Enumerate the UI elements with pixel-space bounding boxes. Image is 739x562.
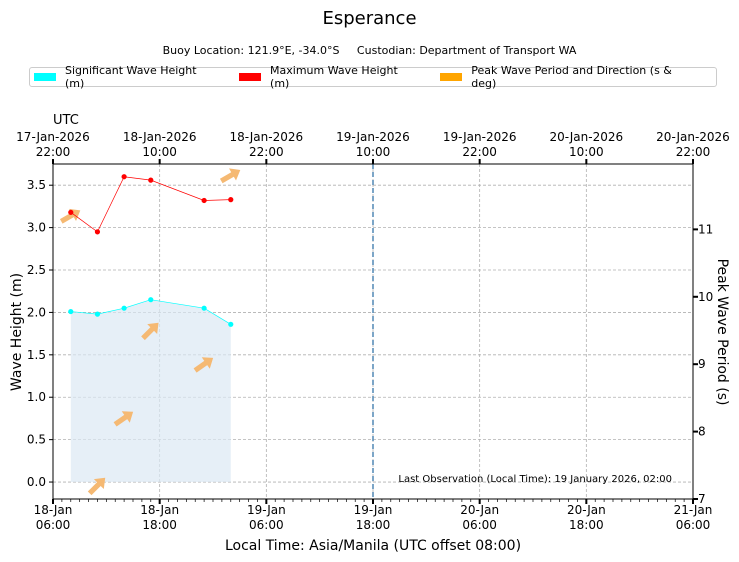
last-observation-annotation: Last Observation (Local Time): 19 Januar…	[398, 474, 672, 485]
significant-wave-point	[201, 305, 207, 311]
x-tick-label-date: 19-Jan	[247, 503, 286, 517]
top-tick-label-date: 18-Jan-2026	[230, 130, 304, 144]
x-tick-label-date: 20-Jan	[460, 503, 499, 517]
y2-tick-label: 11	[698, 222, 713, 236]
top-tick-label-date: 18-Jan-2026	[123, 130, 197, 144]
top-tick-label-time: 10:00	[569, 145, 604, 159]
x-tick-label-time: 18:00	[142, 518, 177, 532]
y-tick-label: 1.5	[27, 348, 46, 362]
legend-swatch-period	[440, 73, 463, 81]
axis-ticks: 0.00.51.01.52.02.53.03.5789101118-Jan06:…	[16, 130, 730, 532]
top-tick-label-date: 20-Jan-2026	[550, 130, 624, 144]
utc-axis-label: UTC	[53, 113, 79, 128]
top-tick-label-time: 22:00	[249, 145, 284, 159]
x-tick-label-time: 06:00	[36, 518, 71, 532]
y-tick-label: 2.0	[27, 305, 46, 319]
y2-tick-label: 7	[698, 492, 706, 506]
top-tick-label-date: 19-Jan-2026	[443, 130, 517, 144]
period-arrow	[141, 322, 159, 341]
top-tick-label-date: 17-Jan-2026	[16, 130, 90, 144]
significant-wave-fill	[70, 299, 231, 483]
x-tick-label-time: 18:00	[356, 518, 391, 532]
x-tick-label-date: 20-Jan	[567, 503, 606, 517]
period-arrow	[87, 477, 106, 496]
legend-item-period: Peak Wave Period and Direction (s & deg)	[440, 64, 700, 90]
y2-tick-label: 10	[698, 290, 713, 304]
x-tick-label-time: 06:00	[462, 518, 497, 532]
x-tick-label-time: 06:00	[249, 518, 284, 532]
maximum-wave-point	[201, 197, 207, 204]
maximum-wave-point	[68, 209, 74, 215]
maximum-wave-line	[70, 176, 231, 233]
x-tick-label-date: 18-Jan	[34, 503, 73, 517]
y-tick-label: 0.5	[27, 433, 46, 447]
y2-tick-label: 8	[698, 425, 706, 439]
y-tick-label: 2.5	[27, 263, 46, 277]
x-tick-label-time: 18:00	[569, 518, 604, 532]
significant-wave-line	[70, 299, 231, 325]
y-tick-label: 3.0	[27, 221, 46, 235]
legend-label-significant: Significant Wave Height (m)	[64, 64, 197, 90]
period-arrows	[59, 168, 241, 496]
x-tick-label-time: 06:00	[676, 518, 711, 532]
maximum-wave-point	[121, 174, 127, 180]
legend-label-period: Peak Wave Period and Direction (s & deg)	[471, 64, 672, 90]
x-tick-label-date: 18-Jan	[140, 503, 179, 517]
chart-subtitle: Buoy Location: 121.9°E, -34.0°S Custodia…	[162, 44, 577, 57]
top-tick-label-time: 22:00	[462, 145, 497, 159]
legend-item-significant: Significant Wave Height (m)	[34, 64, 219, 90]
legend-swatch-significant	[34, 73, 56, 81]
significant-wave-point	[68, 308, 74, 315]
y2-axis-title: Peak Wave Period (s)	[714, 259, 730, 406]
maximum-wave-point	[94, 229, 101, 235]
period-arrow	[219, 168, 241, 184]
y2-tick-label: 9	[698, 357, 706, 371]
significant-wave-area	[70, 299, 231, 483]
legend-label-maximum: Maximum Wave Height (m)	[270, 64, 398, 90]
x-tick-label-date: 19-Jan	[354, 503, 393, 517]
top-tick-label-date: 19-Jan-2026	[336, 130, 410, 144]
maximum-wave-point	[148, 177, 154, 183]
period-arrow	[193, 357, 214, 373]
top-tick-label-date: 20-Jan-2026	[656, 130, 730, 144]
significant-wave-point	[228, 321, 234, 327]
x-tick-label-date: 21-Jan	[674, 503, 713, 517]
significant-wave-point	[94, 311, 101, 317]
chart-title: Esperance	[322, 8, 417, 29]
top-tick-label-time: 22:00	[36, 145, 71, 159]
top-tick-label-time: 22:00	[676, 145, 711, 159]
significant-wave-point	[148, 297, 154, 303]
period-arrow	[113, 411, 134, 427]
period-arrow	[59, 208, 81, 224]
y-tick-label: 3.5	[27, 178, 46, 192]
maximum-wave-point	[228, 197, 234, 203]
significant-wave-point	[121, 305, 127, 311]
y-tick-label: 1.0	[27, 390, 46, 404]
legend: Significant Wave Height (m) Maximum Wave…	[29, 64, 717, 90]
y-tick-label: 0.0	[27, 475, 46, 489]
legend-item-maximum: Maximum Wave Height (m)	[239, 64, 420, 90]
y-axis-title: Wave Height (m)	[9, 273, 25, 391]
top-tick-label-time: 10:00	[142, 145, 177, 159]
x-axis-title: Local Time: Asia/Manila (UTC offset 08:0…	[225, 538, 521, 554]
series-lines	[68, 174, 234, 327]
top-tick-label-time: 10:00	[356, 145, 391, 159]
legend-swatch-maximum	[239, 73, 262, 81]
